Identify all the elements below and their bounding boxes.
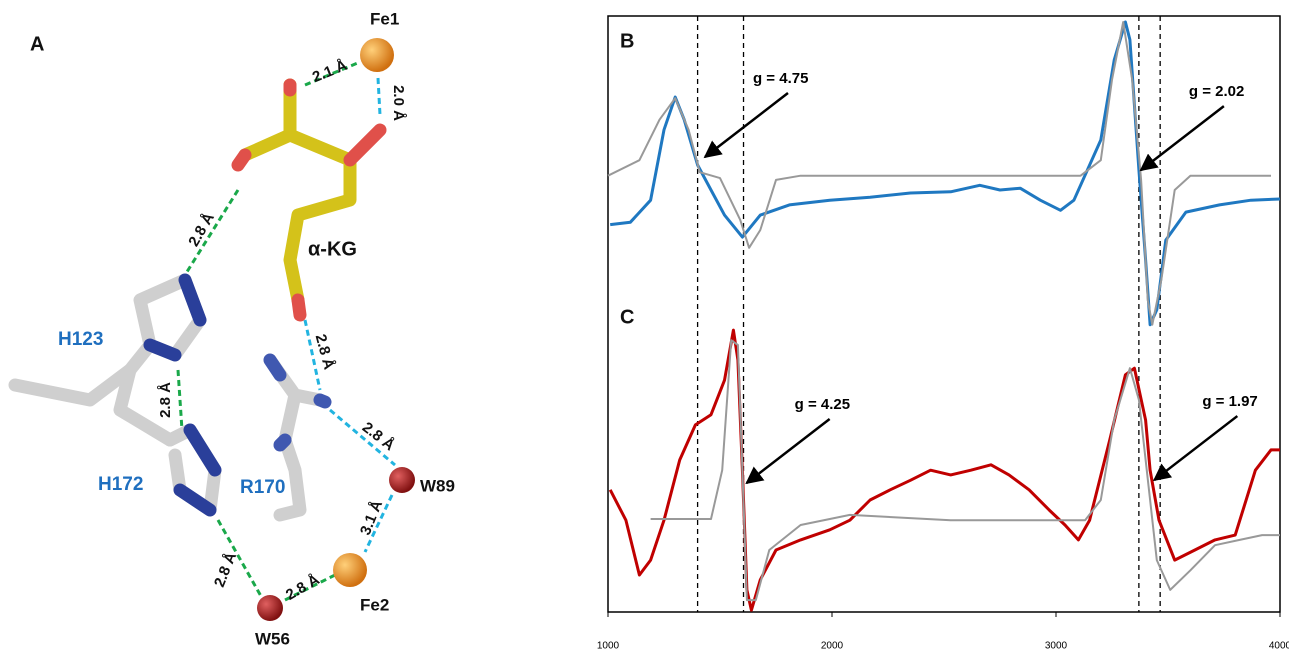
annotation-arrow xyxy=(705,93,788,157)
residue-label: R170 xyxy=(240,477,285,498)
fe2-atom xyxy=(333,553,367,587)
annotation: g = 2.02 xyxy=(1189,83,1244,100)
figure: A xyxy=(0,0,1289,651)
annotation: g = 1.97 xyxy=(1202,393,1257,410)
distance-label: 2.8 Å xyxy=(211,550,240,590)
annotation: g = 4.75 xyxy=(753,70,808,87)
structure-panel: A xyxy=(15,9,455,648)
annotation-arrow xyxy=(1141,106,1224,170)
w89-atom xyxy=(389,467,415,493)
atom-label: W56 xyxy=(255,629,290,648)
distance-label: 2.8 Å xyxy=(185,210,218,250)
distance-label: 2.0 Å xyxy=(390,85,407,121)
distance-label: 2.8 Å xyxy=(283,571,323,604)
akg xyxy=(238,85,380,315)
spectrum-line xyxy=(610,22,1280,325)
annotation-arrow xyxy=(1154,416,1237,480)
his172 xyxy=(170,430,215,510)
distance-label: 2.1 Å xyxy=(310,57,350,86)
atom-label: Fe1 xyxy=(370,9,399,28)
residue-label: H123 xyxy=(58,329,103,350)
w56-atom xyxy=(257,595,283,621)
distance-label: 2.8 Å xyxy=(157,382,174,418)
spectrum-line xyxy=(608,22,1271,325)
x-tick-label: 1000 xyxy=(597,641,620,651)
fe1-atom xyxy=(360,38,394,72)
distance-label: 2.8 Å xyxy=(312,332,338,371)
panel-label: C xyxy=(620,306,634,328)
panel-label: B xyxy=(620,30,634,52)
annotation: g = 4.25 xyxy=(795,396,850,413)
x-tick-label: 2000 xyxy=(821,641,844,651)
x-tick-label: 3000 xyxy=(1045,641,1068,651)
atom-label: W89 xyxy=(420,476,455,495)
annotation-arrow xyxy=(747,419,830,483)
residue-label: H172 xyxy=(98,474,143,495)
plot-frame xyxy=(608,16,1280,612)
x-tick-label: 4000 xyxy=(1269,641,1289,651)
ligand-label: α-KG xyxy=(308,238,357,260)
spectrum-line xyxy=(610,330,1280,610)
atom-label: Fe2 xyxy=(360,595,389,614)
panel-label: A xyxy=(30,33,44,55)
